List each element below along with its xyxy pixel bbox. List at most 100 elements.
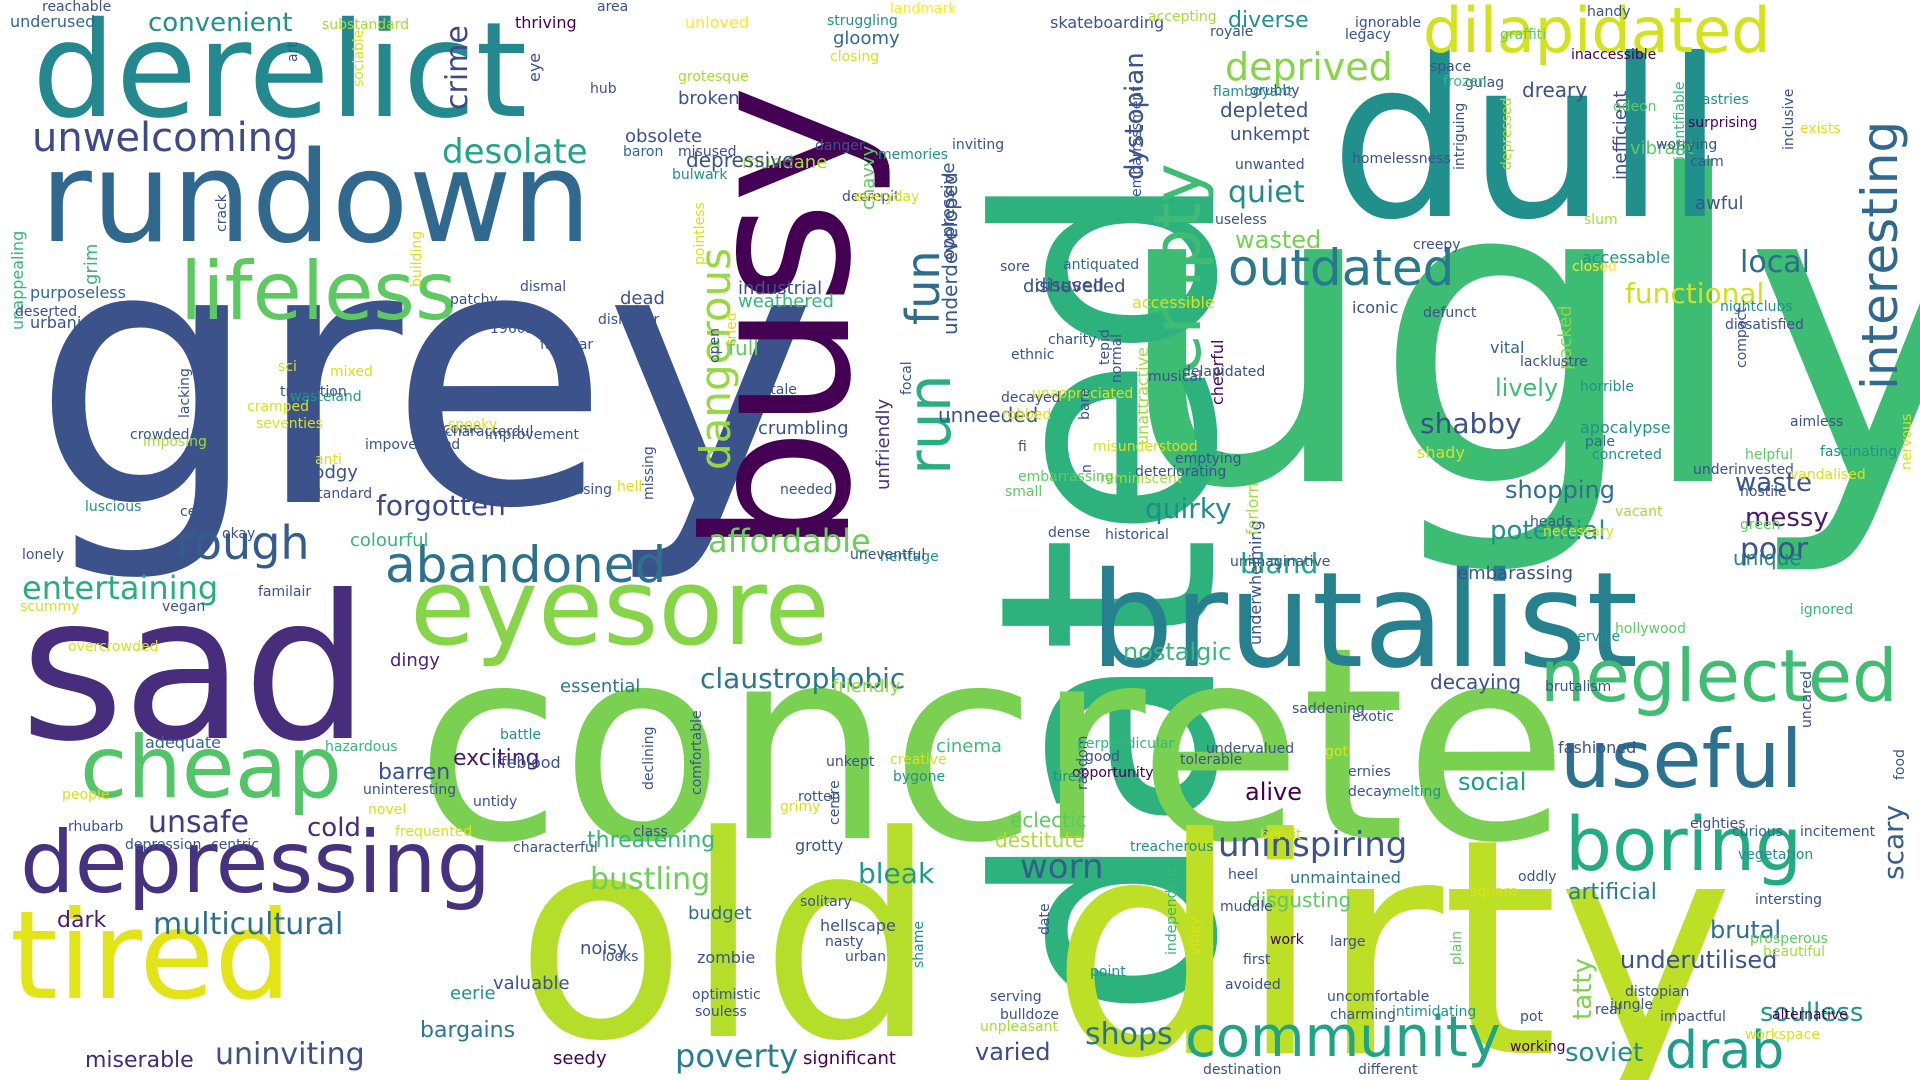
word: ignorable <box>1355 15 1421 31</box>
word: first <box>1243 952 1271 968</box>
word: boring <box>1565 802 1803 888</box>
word: derelict <box>32 0 528 148</box>
word: dull <box>1330 12 1725 268</box>
word: declining <box>641 726 657 791</box>
word: eye <box>525 52 544 82</box>
word: deserted <box>15 304 78 320</box>
word: patchy <box>450 292 498 308</box>
word: outdated <box>1228 239 1455 297</box>
word: misused <box>678 144 737 160</box>
word: delapidated <box>1182 364 1266 380</box>
word: tried <box>724 312 740 345</box>
word: barren <box>378 760 451 785</box>
word: food <box>1892 749 1908 780</box>
word: baron <box>623 144 664 160</box>
word: scummy <box>20 599 80 615</box>
word: antiquated <box>1063 257 1140 273</box>
word: ugly <box>1112 87 1920 581</box>
word: apocalypse <box>1580 418 1671 437</box>
word: standard <box>310 486 373 502</box>
word: valuable <box>493 973 570 994</box>
word: lacklustre <box>1520 354 1588 370</box>
word: cheap <box>80 718 342 818</box>
word: vegan <box>162 599 206 615</box>
word: flamboyant <box>1213 84 1293 100</box>
word: disgusting <box>1248 888 1352 912</box>
word: distopian <box>1625 984 1690 1000</box>
word: misunderstood <box>1093 439 1198 455</box>
word: wasted <box>1235 226 1322 254</box>
word: opportunity <box>1072 765 1154 781</box>
word: open <box>707 328 723 363</box>
word: eyesore <box>410 546 830 669</box>
word: reminiscent <box>1100 471 1183 487</box>
word: identifiable <box>1672 81 1688 160</box>
word: desolate <box>442 132 588 172</box>
word: ernies <box>1348 764 1391 780</box>
word: potential <box>1490 516 1606 546</box>
word: functional <box>1625 277 1765 310</box>
word: got <box>1325 744 1348 760</box>
word: empty <box>1139 163 1216 375</box>
word: crack <box>214 194 230 232</box>
word: untidy <box>473 794 518 810</box>
word: nostalgic <box>1123 638 1232 666</box>
word: brutal <box>1710 916 1782 944</box>
word: miserable <box>85 1048 194 1073</box>
word: lifeless <box>180 245 457 338</box>
word: large <box>1330 934 1366 950</box>
word: pot <box>1520 1009 1543 1025</box>
word: curious <box>1732 824 1783 840</box>
word: disrepair <box>598 312 660 328</box>
word: underwhelming <box>1246 520 1265 645</box>
word: hell <box>617 479 643 495</box>
word: grotty <box>795 836 844 855</box>
word: crumbling <box>758 418 849 439</box>
word: bulldoze <box>1000 1007 1059 1023</box>
word: iconic <box>1352 298 1399 317</box>
word: colourful <box>350 530 429 551</box>
word: novel <box>368 802 407 818</box>
word: missing <box>641 446 657 500</box>
word: cinema <box>936 736 1002 757</box>
word: familiar <box>540 337 594 353</box>
word: gloomy <box>833 28 900 49</box>
word: underused <box>10 12 96 31</box>
word: nervous <box>1899 413 1915 470</box>
word: hub <box>590 81 617 97</box>
word: lively <box>1495 374 1559 402</box>
word: musical <box>1148 369 1202 385</box>
word: worn <box>1020 847 1104 887</box>
word: dissatisfied <box>1725 317 1804 333</box>
word: brutalist <box>1090 544 1639 698</box>
word: historical <box>1105 527 1169 543</box>
word: useful <box>1560 713 1803 806</box>
word: vandalised <box>1790 467 1866 483</box>
word: grotesque <box>678 69 749 85</box>
word: underinvested <box>1693 462 1794 478</box>
word: exotic <box>1352 709 1394 725</box>
word: weathered <box>738 291 834 312</box>
word: sore <box>1000 259 1030 275</box>
word: pastries <box>1693 92 1749 108</box>
word: gulag <box>1465 75 1505 91</box>
word: unappreciated <box>1032 386 1134 402</box>
word: okay <box>222 526 256 542</box>
word: income <box>430 421 482 437</box>
word: dismal <box>520 279 567 295</box>
word: skateboarding <box>1050 13 1165 32</box>
word: bargains <box>420 1018 516 1043</box>
word: unmaintained <box>1290 868 1401 887</box>
word: urbanised <box>30 313 110 332</box>
word: memories <box>878 147 949 163</box>
word: heads <box>1530 514 1573 530</box>
word: amusing <box>552 482 613 498</box>
word: alternative <box>1772 1007 1848 1023</box>
word: embarrassment <box>1129 86 1145 197</box>
word: hostile <box>1740 484 1787 500</box>
word: forgotten <box>376 489 506 522</box>
word: good <box>1085 749 1120 765</box>
word: shopping <box>1505 476 1615 504</box>
word: eighties <box>1690 816 1746 832</box>
word: alive <box>1245 778 1303 806</box>
